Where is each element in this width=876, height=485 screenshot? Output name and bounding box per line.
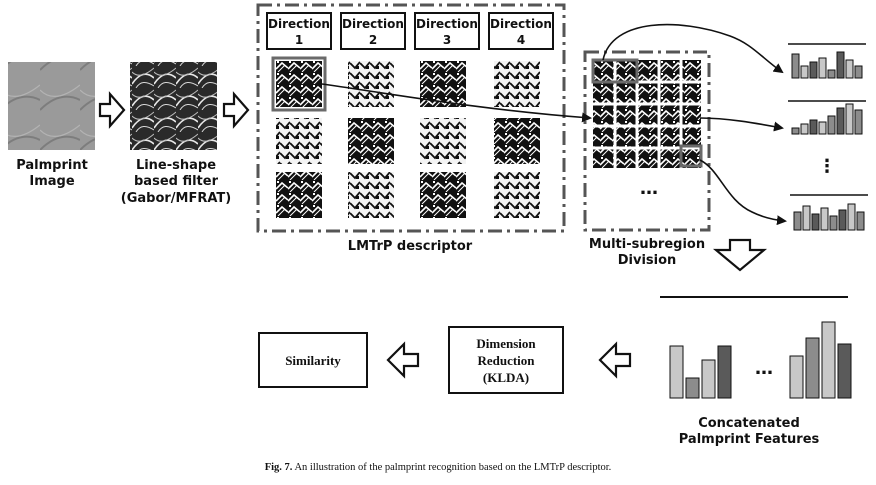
direction-3-box: Direction 3 — [414, 12, 480, 50]
connector-arrow-hist-1 — [602, 23, 784, 74]
direction-2-num: 2 — [368, 33, 378, 47]
concatenated-histogram — [660, 296, 852, 399]
dimension-reduction-box: Dimension Reduction (KLDA) — [448, 326, 564, 394]
histogram-3 — [790, 194, 868, 231]
subregion-grid — [591, 58, 703, 168]
direction-3-num: 3 — [442, 33, 452, 47]
similarity-label: Similarity — [285, 352, 341, 368]
palmprint-image-label: Palmprint Image — [16, 158, 88, 190]
concatenated-label: Concatenated Palmprint Features — [678, 416, 820, 448]
lmtrp-frame — [256, 3, 566, 233]
histogram-1 — [788, 43, 866, 79]
caption-prefix: Fig. 7. — [264, 462, 293, 473]
figure-caption: Fig. 7. An illustration of the palmprint… — [0, 462, 876, 473]
subregion-frame — [583, 50, 711, 232]
dimension-reduction-label: Dimension Reduction (KLDA) — [476, 335, 536, 385]
direction-2-word: Direction — [342, 17, 404, 31]
direction-3-word: Direction — [416, 17, 478, 31]
line-filter-label: Line-shape based filter (Gabor/MFRAT) — [120, 158, 232, 206]
direction-1-num: 1 — [294, 33, 304, 47]
caption-text: An illustration of the palmprint recogni… — [292, 462, 612, 473]
flow-arrow-1 — [98, 91, 126, 129]
direction-4-box: Direction 4 — [488, 12, 554, 50]
flow-arrow-2 — [222, 91, 250, 129]
bars-ellipsis: … — [755, 358, 773, 379]
flow-arrow-left-2 — [386, 341, 420, 379]
multi-subregion-label: Multi-subregion Division — [588, 237, 706, 269]
direction-1-box: Direction 1 — [266, 12, 332, 50]
similarity-box: Similarity — [258, 332, 368, 388]
filtered-image — [130, 62, 217, 150]
flow-arrow-down — [712, 238, 768, 272]
histogram-2 — [788, 100, 866, 135]
connector-arrow-hist-2 — [699, 117, 784, 132]
connector-arrow-to-subregions — [321, 83, 592, 123]
direction-response-grid — [271, 56, 540, 218]
flow-arrow-left-1 — [598, 341, 632, 379]
direction-4-num: 4 — [516, 33, 526, 47]
direction-1-word: Direction — [268, 17, 330, 31]
direction-4-word: Direction — [490, 17, 552, 31]
palmprint-image — [8, 62, 95, 150]
direction-2-box: Direction 2 — [340, 12, 406, 50]
connector-arrow-hist-3 — [699, 159, 787, 226]
histogram-ellipsis: ⋮ — [818, 156, 836, 177]
subregion-ellipsis: … — [640, 178, 658, 199]
lmtrp-descriptor-label: LMTrP descriptor — [347, 239, 473, 254]
